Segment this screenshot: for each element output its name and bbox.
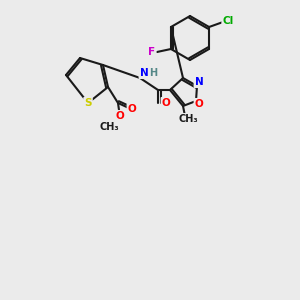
- Text: S: S: [84, 98, 92, 108]
- Text: Cl: Cl: [222, 16, 234, 26]
- Text: O: O: [116, 111, 124, 121]
- Text: O: O: [195, 99, 203, 109]
- Text: H: H: [149, 68, 157, 78]
- Text: O: O: [162, 98, 170, 108]
- Text: N: N: [195, 77, 203, 87]
- Text: CH₃: CH₃: [99, 122, 119, 132]
- Text: F: F: [148, 47, 155, 57]
- Text: O: O: [128, 104, 136, 114]
- Text: N: N: [140, 68, 148, 78]
- Text: CH₃: CH₃: [178, 114, 198, 124]
